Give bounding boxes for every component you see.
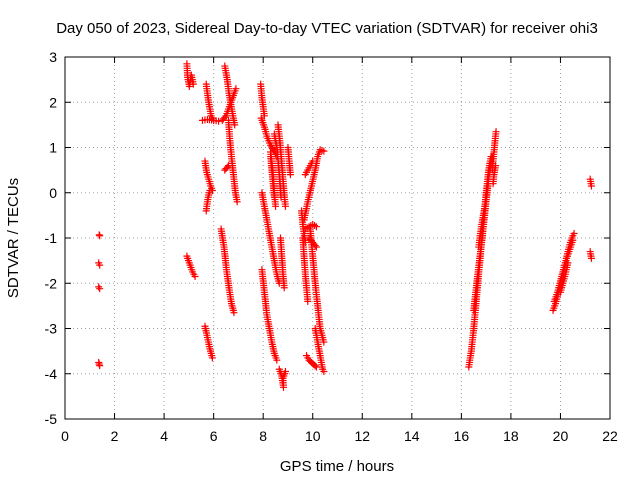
data-point <box>210 116 218 124</box>
y-tick-label: 2 <box>49 94 57 110</box>
data-point <box>312 243 320 251</box>
y-tick-label: -1 <box>45 230 58 246</box>
data-point <box>191 272 199 280</box>
data-points <box>95 60 595 391</box>
x-tick-label: 22 <box>602 428 618 444</box>
y-tick-label: 0 <box>49 185 57 201</box>
data-point <box>280 284 288 292</box>
data-point <box>96 261 104 269</box>
data-point <box>281 367 289 375</box>
data-point <box>96 362 104 370</box>
data-point <box>208 354 216 362</box>
x-tick-label: 18 <box>503 428 519 444</box>
data-point <box>570 229 578 237</box>
data-point <box>312 223 320 231</box>
data-point <box>231 121 239 129</box>
chart-title: Day 050 of 2023, Sidereal Day-to-day VTE… <box>56 20 598 37</box>
data-point <box>189 80 197 88</box>
data-point <box>320 367 328 375</box>
x-tick-label: 12 <box>354 428 370 444</box>
data-point <box>223 163 231 171</box>
data-point <box>320 338 328 346</box>
data-point <box>96 285 104 293</box>
x-tick-label: 2 <box>111 428 119 444</box>
data-point <box>492 128 500 136</box>
x-tick-label: 20 <box>553 428 569 444</box>
x-tick-label: 0 <box>61 428 69 444</box>
grid-lines <box>65 57 610 419</box>
data-point <box>311 242 319 250</box>
x-tick-label: 4 <box>160 428 168 444</box>
x-tick-label: 16 <box>454 428 470 444</box>
data-point <box>233 198 241 206</box>
data-point <box>492 162 500 170</box>
x-tick-label: 14 <box>404 428 420 444</box>
data-point <box>96 232 104 240</box>
data-point <box>206 186 214 194</box>
data-point <box>221 113 229 121</box>
data-point <box>273 356 281 364</box>
y-tick-label: -2 <box>45 275 58 291</box>
y-tick-label: -4 <box>45 366 58 382</box>
y-tick-label: -3 <box>45 321 58 337</box>
x-tick-label: 8 <box>259 428 267 444</box>
x-tick-label: 6 <box>210 428 218 444</box>
data-point <box>569 236 577 244</box>
data-point <box>304 297 312 305</box>
data-point <box>564 259 572 267</box>
data-point <box>232 85 240 93</box>
y-axis-label: SDTVAR / TECUs <box>5 178 22 298</box>
x-tick-label: 10 <box>305 428 321 444</box>
data-point <box>281 202 289 210</box>
data-point <box>309 157 317 165</box>
data-point <box>587 254 595 262</box>
data-point <box>215 117 223 125</box>
data-point <box>230 309 238 317</box>
data-point <box>277 193 285 201</box>
data-point <box>311 362 319 370</box>
data-point <box>272 202 280 210</box>
data-point <box>320 147 328 155</box>
y-tick-label: 3 <box>49 49 57 65</box>
plot-frame <box>64 56 611 420</box>
x-axis-label: GPS time / hours <box>280 458 394 475</box>
data-point <box>483 184 491 192</box>
data-point <box>286 171 294 179</box>
data-point <box>95 283 103 291</box>
data-point <box>587 182 595 190</box>
y-tick-label: -5 <box>45 411 58 427</box>
y-tick-label: 1 <box>49 140 57 156</box>
